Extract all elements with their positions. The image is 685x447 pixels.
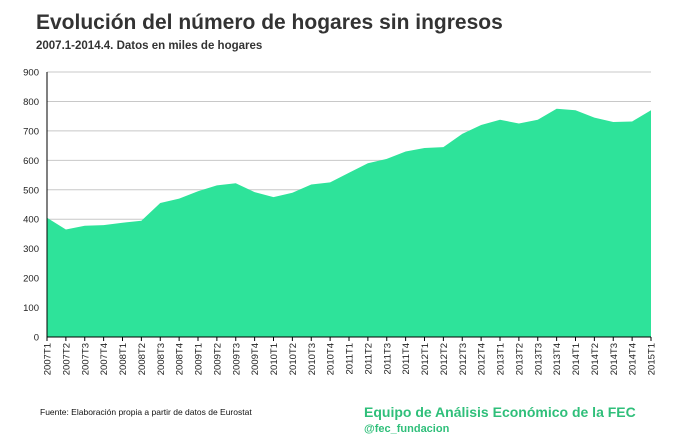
data-point-2012T2: [442, 146, 445, 149]
data-point-2014T4: [631, 120, 634, 123]
data-point-2008T3: [159, 202, 162, 205]
data-point-2009T2: [215, 184, 218, 187]
x-tick-label-2012T3: 2012T3: [458, 343, 469, 375]
data-point-2012T1: [423, 146, 426, 149]
x-tick-label-2010T3: 2010T3: [307, 343, 318, 375]
data-point-2008T1: [121, 221, 124, 224]
data-point-2008T2: [140, 219, 143, 222]
y-tick-label-500: 500: [23, 185, 39, 196]
y-tick-label-600: 600: [23, 156, 39, 167]
x-tick-label-2009T2: 2009T2: [212, 343, 223, 375]
y-tick-label-100: 100: [23, 303, 39, 314]
x-tick-label-2009T1: 2009T1: [194, 343, 205, 375]
x-tick-label-2007T3: 2007T3: [80, 343, 91, 375]
data-point-2010T3: [310, 183, 313, 186]
x-tick-label-2010T4: 2010T4: [326, 343, 337, 375]
x-tick-label-2014T4: 2014T4: [628, 343, 639, 375]
source-note: Fuente: Elaboración propia a partir de d…: [40, 407, 252, 417]
x-tick-label-2013T2: 2013T2: [514, 343, 525, 375]
x-tick-label-2007T2: 2007T2: [61, 343, 72, 375]
data-point-2008T4: [178, 197, 181, 200]
x-tick-label-2012T1: 2012T1: [420, 343, 431, 375]
x-tick-label-2011T3: 2011T3: [382, 343, 393, 375]
social-handle: @fec_fundacion: [364, 423, 450, 435]
brand-name: Equipo de Análisis Económico de la FEC: [364, 404, 636, 420]
y-tick-label-400: 400: [23, 215, 39, 226]
data-point-2013T3: [536, 118, 539, 121]
x-tick-label-2011T4: 2011T4: [401, 343, 412, 375]
data-point-2011T4: [404, 150, 407, 153]
x-tick-label-2014T2: 2014T2: [590, 343, 601, 375]
data-point-2011T1: [348, 171, 351, 174]
data-point-2014T2: [593, 116, 596, 119]
x-tick-label-2007T4: 2007T4: [99, 343, 110, 375]
data-point-2014T1: [574, 109, 577, 112]
x-tick-label-2010T2: 2010T2: [288, 343, 299, 375]
area-series: [47, 108, 651, 337]
x-tick-label-2009T3: 2009T3: [231, 343, 242, 375]
x-tick-label-2014T3: 2014T3: [609, 343, 620, 375]
x-tick-label-2012T2: 2012T2: [439, 343, 450, 375]
data-point-2013T1: [499, 118, 502, 121]
y-tick-label-200: 200: [23, 274, 39, 285]
data-point-2009T3: [234, 182, 237, 185]
data-point-2009T1: [197, 190, 200, 193]
x-tick-label-2009T4: 2009T4: [250, 343, 261, 375]
chart-subtitle: 2007.1-2014.4. Datos en miles de hogares: [36, 40, 263, 52]
x-tick-label-2007T1: 2007T1: [43, 343, 54, 375]
data-point-2012T4: [480, 124, 483, 127]
x-tick-label-2008T3: 2008T3: [156, 343, 167, 375]
x-tick-label-2008T2: 2008T2: [137, 343, 148, 375]
data-point-2012T3: [461, 132, 464, 135]
data-point-2007T3: [83, 224, 86, 227]
y-tick-label-0: 0: [34, 333, 39, 344]
y-tick-label-300: 300: [23, 244, 39, 255]
data-point-2011T3: [385, 157, 388, 160]
x-tick-label-2011T2: 2011T2: [363, 343, 374, 375]
x-tick-label-2013T4: 2013T4: [552, 343, 563, 375]
x-tick-label-2008T4: 2008T4: [175, 343, 186, 375]
y-tick-label-900: 900: [23, 68, 39, 79]
chart-title: Evolución del número de hogares sin ingr…: [36, 11, 503, 34]
data-point-2010T1: [272, 196, 275, 199]
data-point-2013T4: [555, 107, 558, 110]
data-point-2007T2: [64, 228, 67, 231]
data-point-2013T2: [517, 122, 520, 125]
x-tick-label-2010T1: 2010T1: [269, 343, 280, 375]
data-point-2011T2: [366, 162, 369, 165]
y-tick-label-800: 800: [23, 97, 39, 108]
x-tick-label-2008T1: 2008T1: [118, 343, 129, 375]
x-tick-label-2012T4: 2012T4: [477, 343, 488, 375]
y-tick-label-700: 700: [23, 126, 39, 137]
x-tick-label-2013T1: 2013T1: [496, 343, 507, 375]
x-tick-label-2013T3: 2013T3: [533, 343, 544, 375]
data-point-2010T2: [291, 191, 294, 194]
data-point-2015T1: [650, 109, 653, 112]
data-point-2009T4: [253, 191, 256, 194]
data-point-2014T3: [612, 121, 615, 124]
x-tick-label-2011T1: 2011T1: [345, 343, 356, 375]
data-point-2010T4: [329, 181, 332, 184]
x-tick-label-2015T1: 2015T1: [647, 343, 658, 375]
data-point-2007T4: [102, 224, 105, 227]
x-tick-label-2014T1: 2014T1: [571, 343, 582, 375]
